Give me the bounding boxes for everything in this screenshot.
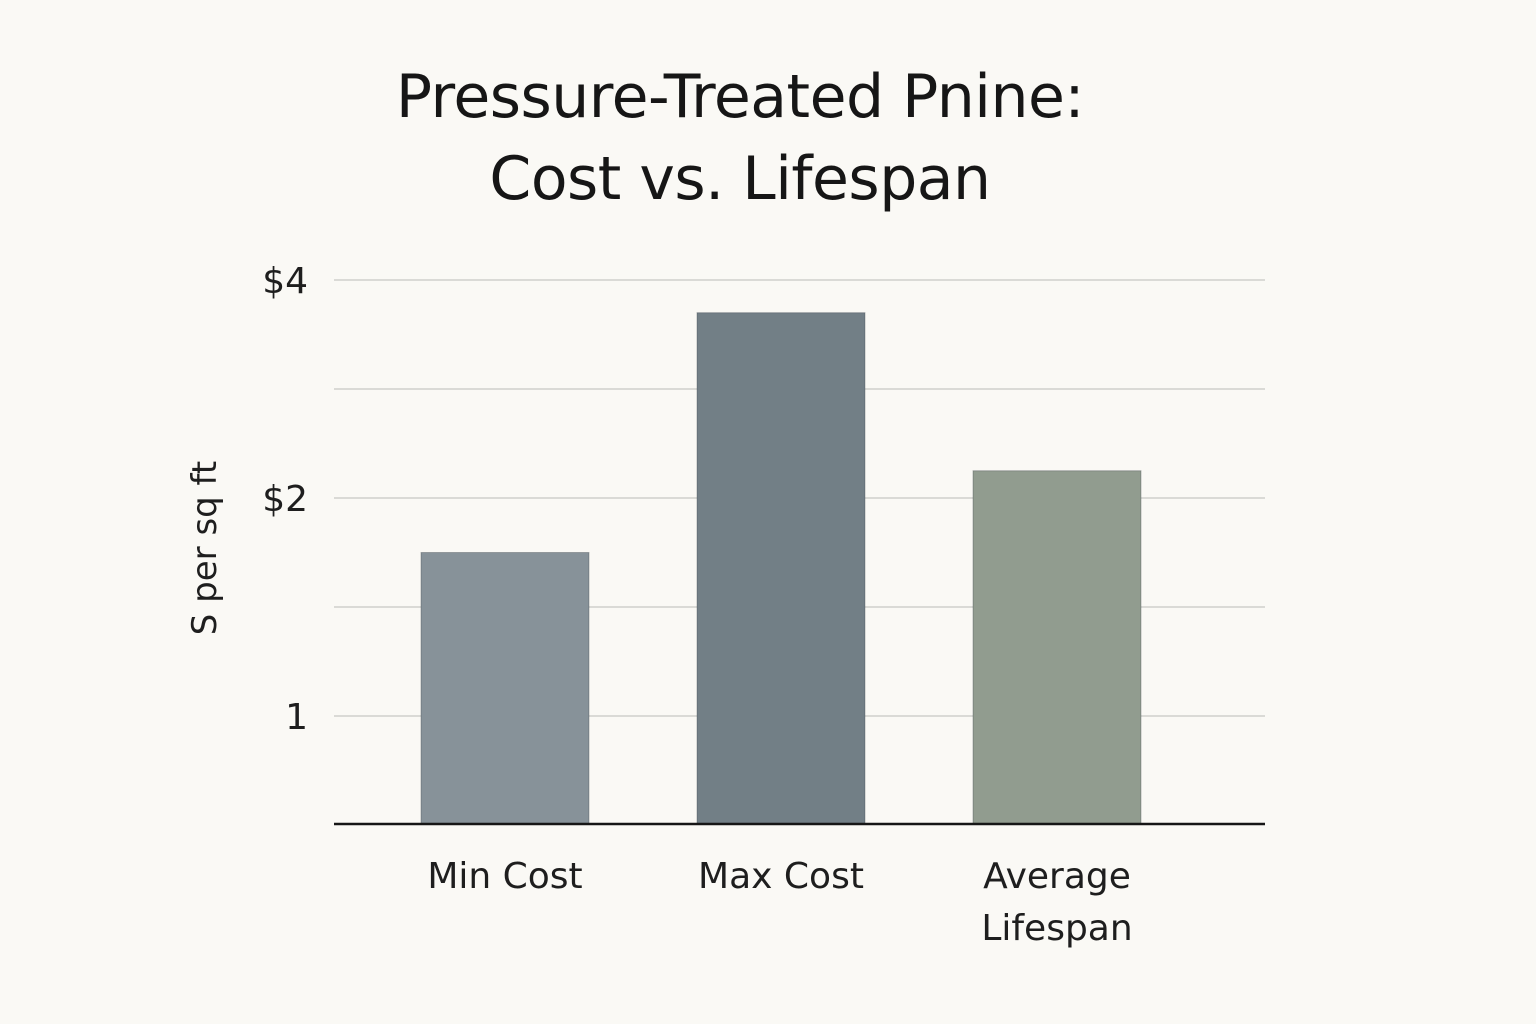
category-labels: Min Cost Max Cost Average Lifespan <box>427 856 1132 949</box>
category-label-0: Min Cost <box>427 856 582 897</box>
bar-2 <box>972 470 1142 825</box>
y-tick-label-1: $2 <box>262 479 308 520</box>
bar-0 <box>420 552 590 825</box>
category-label-2-line-0: Average <box>983 856 1131 897</box>
chart-title-line-2: Cost vs. Lifespan <box>489 144 991 214</box>
category-label-0-line-0: Min Cost <box>427 856 582 897</box>
category-label-2-line-1: Lifespan <box>981 908 1132 949</box>
bars <box>420 312 1142 825</box>
y-tick-label-0: 1 <box>285 697 308 738</box>
bar-1 <box>696 312 866 825</box>
chart-title-line-1: Pressure-Treated Pnine: <box>395 62 1085 132</box>
y-tick-labels: 1 $2 $4 <box>262 261 308 738</box>
category-label-2: Average Lifespan <box>981 856 1132 949</box>
y-tick-label-2: $4 <box>262 261 308 302</box>
y-axis-label: S per sq ft <box>185 461 225 635</box>
category-label-1-line-0: Max Cost <box>698 856 864 897</box>
category-label-1: Max Cost <box>698 856 864 897</box>
